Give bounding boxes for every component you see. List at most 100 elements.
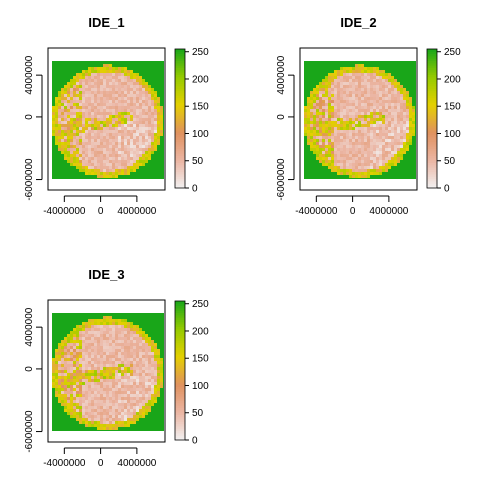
raster-cell	[130, 85, 133, 88]
raster-cell	[358, 175, 361, 178]
x-axis: -4000000 0 4000000	[43, 447, 157, 469]
raster-cell	[385, 106, 388, 109]
raster-cell	[73, 94, 76, 97]
raster-cell	[148, 364, 151, 367]
raster-cell	[151, 136, 154, 139]
raster-cell	[67, 148, 70, 151]
raster-cell	[334, 73, 337, 76]
x-tick-label: 4000000	[369, 206, 408, 217]
raster-cell	[94, 346, 97, 349]
raster-cell	[313, 139, 316, 142]
raster-cell	[133, 157, 136, 160]
raster-cell	[127, 349, 130, 352]
raster-cell	[133, 145, 136, 148]
raster-cell	[106, 367, 109, 370]
raster-cell	[64, 106, 67, 109]
raster-cell	[121, 412, 124, 415]
y-tick-label: -6000000	[24, 158, 35, 201]
raster-cell	[91, 91, 94, 94]
raster-cell	[133, 142, 136, 145]
raster-cell	[82, 145, 85, 148]
raster-cell	[73, 103, 76, 106]
raster-cell	[349, 88, 352, 91]
raster-cell	[142, 412, 145, 415]
raster-cell	[82, 403, 85, 406]
raster-cell	[64, 391, 67, 394]
raster-cell	[64, 130, 67, 133]
raster-cell	[79, 376, 82, 379]
raster-cell	[358, 163, 361, 166]
raster-cell	[109, 415, 112, 418]
raster-cell	[76, 406, 79, 409]
raster-cell	[352, 73, 355, 76]
raster-cell	[388, 88, 391, 91]
raster-cell	[118, 391, 121, 394]
raster-cell	[121, 97, 124, 100]
raster-cell	[127, 76, 130, 79]
raster-cell	[136, 409, 139, 412]
raster-cell	[70, 397, 73, 400]
raster-cell	[106, 157, 109, 160]
raster-cell	[118, 106, 121, 109]
raster-cell	[85, 169, 88, 172]
raster-cell	[325, 148, 328, 151]
raster-cell	[64, 94, 67, 97]
raster-cell	[349, 169, 352, 172]
raster-cell	[157, 109, 160, 112]
raster-cell	[379, 133, 382, 136]
raster-cell	[118, 397, 121, 400]
x-tick-label: -4000000	[43, 458, 86, 469]
raster-cell	[337, 97, 340, 100]
raster-cell	[136, 343, 139, 346]
raster-cell	[70, 124, 73, 127]
raster-cell	[103, 157, 106, 160]
raster-cell	[385, 112, 388, 115]
colorbar-swatch	[175, 51, 185, 55]
raster-cell	[94, 100, 97, 103]
raster-cell	[97, 67, 100, 70]
raster-cell	[136, 361, 139, 364]
raster-cell	[97, 115, 100, 118]
raster-cell	[151, 124, 154, 127]
raster-cell	[394, 136, 397, 139]
raster-cell	[82, 376, 85, 379]
raster-cell	[55, 109, 58, 112]
raster-cell	[82, 97, 85, 100]
raster-cell	[100, 370, 103, 373]
raster-cell	[109, 331, 112, 334]
raster-cell	[64, 85, 67, 88]
raster-cell	[337, 127, 340, 130]
raster-cell	[328, 118, 331, 121]
raster-cell	[133, 166, 136, 169]
raster-cell	[130, 382, 133, 385]
raster-cell	[397, 82, 400, 85]
raster-cell	[112, 112, 115, 115]
raster-cell	[118, 415, 121, 418]
raster-cell	[67, 376, 70, 379]
raster-cell	[355, 103, 358, 106]
raster-cell	[97, 382, 100, 385]
raster-cell	[118, 148, 121, 151]
raster-cell	[139, 79, 142, 82]
raster-cell	[382, 130, 385, 133]
raster-cell	[97, 400, 100, 403]
raster-cell	[103, 136, 106, 139]
raster-cell	[91, 415, 94, 418]
raster-cell	[361, 115, 364, 118]
raster-cell	[79, 118, 82, 121]
raster-cell	[94, 340, 97, 343]
raster-cell	[316, 100, 319, 103]
colorbar-swatch	[175, 395, 185, 399]
raster-cell	[139, 355, 142, 358]
raster-cell	[115, 76, 118, 79]
raster-cell	[355, 64, 358, 67]
raster-cell	[322, 100, 325, 103]
raster-cell	[64, 403, 67, 406]
raster-cell	[106, 166, 109, 169]
raster-cell	[76, 418, 79, 421]
raster-cell	[82, 343, 85, 346]
raster-cell	[313, 115, 316, 118]
raster-cell	[79, 367, 82, 370]
raster-cell	[391, 160, 394, 163]
raster-cell	[100, 325, 103, 328]
